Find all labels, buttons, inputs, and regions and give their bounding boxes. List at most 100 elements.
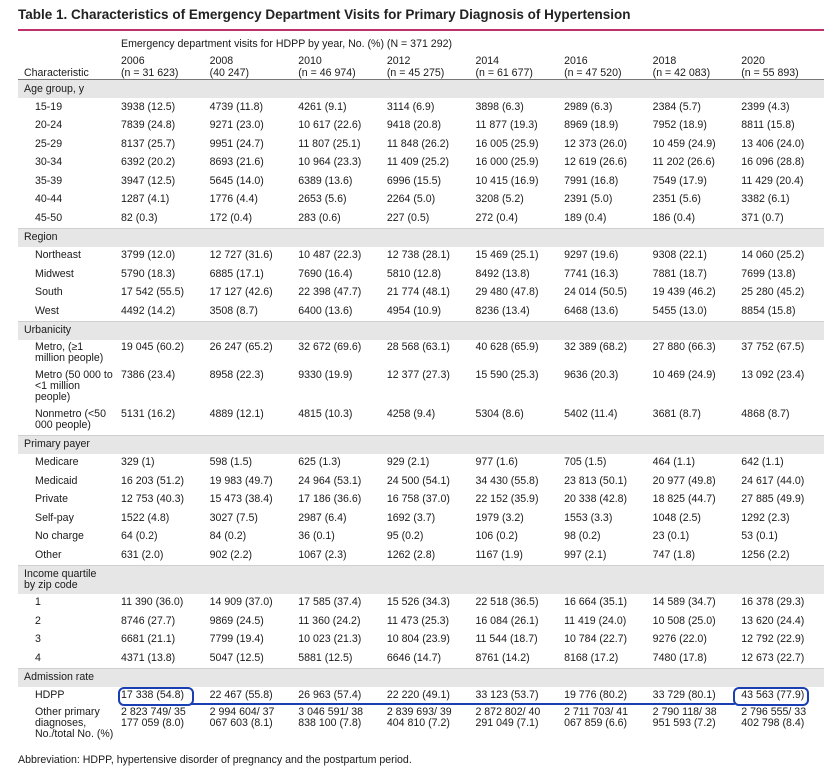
- table-cell: 10 784 (22.7): [564, 633, 628, 646]
- year-label: 2020: [741, 55, 765, 67]
- table-row: 2 8746 (27.7) 9869 (24.5) 11 360 (24.2) 11 4…: [18, 612, 824, 631]
- row-label-text: 15-19: [35, 100, 63, 113]
- table-row: No charge 64 (0.2) 84 (0.2) 36 (0.1) 95 (0.2…: [18, 528, 824, 547]
- table-cell: 5790 (18.3): [121, 267, 176, 280]
- table-cell: 82 (0.3): [121, 211, 158, 224]
- section-label: Primary payer: [24, 438, 90, 450]
- table-cell: 17 127 (42.6): [209, 286, 273, 299]
- table-cell: 17 585 (37.4): [298, 596, 362, 609]
- table-cell: 5304 (8.6): [475, 407, 524, 420]
- table-cell: 642 (1.1): [741, 456, 784, 469]
- table-row: HDPP 17 338 (54.8) 22 467 (55.8) 26 963 (57…: [18, 687, 824, 706]
- table-cell: 598 (1.5): [209, 456, 253, 469]
- table-cell: 17 186 (36.6): [298, 493, 362, 506]
- table-cell: 16 084 (26.1): [475, 614, 539, 627]
- table-cell: 4954 (10.9): [386, 304, 442, 317]
- table-cell: 5810 (12.8): [386, 267, 442, 280]
- table-cell: 19 983 (49.7): [209, 474, 273, 487]
- year-n: (n = 47 520): [564, 67, 622, 79]
- table-row: Other 631 (2.0) 902 (2.2) 1067 (2.3) 1262 (2…: [18, 546, 824, 565]
- year-n: (40 247): [209, 67, 250, 79]
- table-cell: 6389 (13.6): [298, 174, 353, 187]
- table-cell: 1067 (2.3): [298, 548, 347, 561]
- table-row: 20-24 7839 (24.8) 9271 (23.0) 10 617 (22.6)…: [18, 117, 824, 136]
- row-label: 3: [18, 631, 115, 650]
- table-cell: 3947 (12.5): [121, 174, 176, 187]
- table-cell: 33 123 (53.7): [475, 689, 539, 702]
- table-cell: 26 247 (65.2): [209, 340, 273, 353]
- row-label-text: West: [35, 304, 59, 317]
- table-cell: 21 774 (48.1): [386, 286, 450, 299]
- section-label: Urbanicity: [24, 324, 72, 336]
- year-n: (n = 45 275): [386, 67, 445, 79]
- table-cell: 17 338 (54.8): [121, 689, 185, 702]
- row-label: Metro, (≥1 million people): [18, 340, 115, 368]
- table-cell: 9869 (24.5): [209, 614, 264, 627]
- row-label: 40-44: [18, 191, 115, 210]
- table-row: 30-34 6392 (20.2) 8693 (21.6) 10 964 (23.3)…: [18, 154, 824, 173]
- table-cell: 705 (1.5): [564, 456, 607, 469]
- table-cell: 977 (1.6): [475, 456, 518, 469]
- row-label: 15-19: [18, 98, 115, 117]
- table-cell: 1692 (3.7): [386, 511, 436, 524]
- table-cell: 3382 (6.1): [741, 193, 790, 206]
- row-label-text: Midwest: [35, 267, 74, 280]
- table-cell: 28 568 (63.1): [386, 340, 450, 353]
- table-row: Medicare 329 (1) 598 (1.5) 625 (1.3) 929 (2.…: [18, 454, 824, 473]
- table-cell: 7699 (13.8): [741, 267, 796, 280]
- table-cell: 2 823 749/ 35 177 059 (8.0): [121, 706, 186, 729]
- row-label: Metro (50 000 to <1 million people): [18, 368, 115, 407]
- table-cell: 1287 (4.1): [121, 193, 170, 206]
- table-cell: 16 203 (51.2): [121, 474, 185, 487]
- row-label: Midwest: [18, 265, 115, 284]
- section-header: Admission rate: [18, 667, 824, 687]
- table-cell: 16 378 (29.3): [741, 596, 805, 609]
- table-row: 25-29 8137 (25.7) 9951 (24.7) 11 807 (25.1)…: [18, 135, 824, 154]
- table-cell: 14 589 (34.7): [652, 596, 716, 609]
- table-cell: 40 628 (65.9): [475, 340, 539, 353]
- table-cell: 371 (0.7): [741, 211, 784, 224]
- table-cell: 8854 (15.8): [741, 304, 796, 317]
- table-cell: 7881 (18.7): [652, 267, 707, 280]
- row-label-text: Metro, (≥1 million people): [35, 340, 104, 364]
- table-cell: 8236 (13.4): [475, 304, 530, 317]
- row-label-text: Medicare: [35, 456, 79, 469]
- table-cell: 4371 (13.8): [121, 651, 176, 664]
- table-cell: 4492 (14.2): [121, 304, 176, 317]
- table-cell: 4815 (10.3): [298, 407, 353, 420]
- table-cell: 2 711 703/ 41 067 859 (6.6): [564, 706, 629, 729]
- table-cell: 23 (0.1): [652, 530, 690, 543]
- row-label: Medicare: [18, 454, 115, 473]
- table-cell: 13 406 (24.0): [741, 137, 805, 150]
- table-cell: 106 (0.2): [475, 530, 518, 543]
- row-label-text: 25-29: [35, 137, 63, 150]
- table-cell: 22 398 (47.7): [298, 286, 362, 299]
- table-cell: 7741 (16.3): [564, 267, 619, 280]
- table-cell: 12 727 (31.6): [209, 249, 273, 262]
- table-cell: 84 (0.2): [209, 530, 247, 543]
- table-cell: 1256 (2.2): [741, 548, 790, 561]
- table-cell: 20 338 (42.8): [564, 493, 628, 506]
- table-cell: 19 776 (80.2): [564, 689, 628, 702]
- table-cell: 17 542 (55.5): [121, 286, 185, 299]
- table-cell: 5047 (12.5): [209, 651, 264, 664]
- row-label-text: Private: [35, 493, 68, 506]
- row-label-text: Nonmetro (<50 000 people): [35, 407, 106, 431]
- row-label: 4: [18, 649, 115, 668]
- table-cell: 2399 (4.3): [741, 100, 790, 113]
- table-cell: 2 839 693/ 39 404 810 (7.2): [386, 706, 452, 729]
- row-label: 1: [18, 594, 115, 613]
- table-cell: 6468 (13.6): [564, 304, 619, 317]
- spanner-header: Emergency department visits for HDPP by …: [121, 37, 453, 50]
- year-header: 2006 (n = 31 623): [115, 53, 204, 80]
- row-label-text: Northeast: [35, 249, 81, 262]
- document-page: Table 1. Characteristics of Emergency De…: [18, 0, 824, 744]
- table-cell: 8811 (15.8): [741, 119, 795, 132]
- table-cell: 12 753 (40.3): [121, 493, 185, 506]
- table-cell: 625 (1.3): [298, 456, 341, 469]
- row-label: Private: [18, 491, 115, 510]
- table-cell: 19 439 (46.2): [652, 286, 716, 299]
- table-cell: 24 014 (50.5): [564, 286, 628, 299]
- table-cell: 9951 (24.7): [209, 137, 264, 150]
- table-cell: 329 (1): [121, 456, 155, 469]
